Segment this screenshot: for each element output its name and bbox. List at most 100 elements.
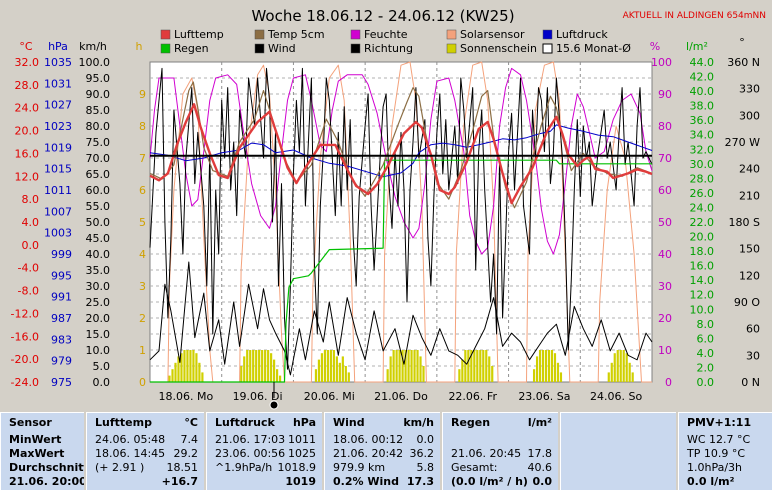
sunshine-bar [344, 366, 347, 382]
x-day-label: 19.06. Di [233, 390, 283, 403]
sunshine-bar [320, 353, 324, 382]
h-axis-tick: 9 [139, 88, 146, 101]
luftdruck-max-time: 23.06. 00:56 [215, 447, 286, 460]
dir-axis-tick: 270 W [725, 136, 760, 149]
x-day-label: 21.06. Do [374, 390, 428, 403]
sunshine-bar [341, 356, 344, 382]
sunshine-bar [258, 350, 261, 382]
dir-axis-tick: 30 [746, 349, 760, 362]
kmh-axis-tick: 45.0 [86, 232, 111, 245]
sunshine-bar [485, 350, 488, 382]
regen-total-label: Gesamt: [451, 461, 498, 474]
lm2-axis-tick: 34.0 [690, 129, 715, 142]
row-label-min: MinWert [9, 433, 62, 446]
lufttemp-max-value: 29.2 [173, 447, 199, 460]
series-richtung [149, 261, 653, 376]
series-temp5cm [149, 81, 653, 209]
kmh-axis-tick: 35.0 [86, 264, 111, 277]
legend-swatch [254, 29, 265, 40]
sunshine-bar [619, 350, 622, 382]
sunshine-bar [413, 350, 416, 382]
hpa-axis-tick: 995 [51, 269, 72, 282]
pmv-pressure-trend: 1.0hPa/3h [687, 461, 743, 474]
kmh-axis-tick: 65.0 [86, 168, 111, 181]
luftdruck-header: Luftdruck [215, 416, 275, 429]
sunshine-bar [535, 356, 539, 382]
regen-header: Regen [451, 416, 491, 429]
sunshine-bar [458, 369, 461, 382]
luftdruck-min-value: 1011 [288, 433, 316, 446]
lm2-axis-tick: 2.0 [697, 361, 715, 374]
hpa-axis-tick: 1023 [44, 120, 72, 133]
sunshine-bar [347, 372, 350, 382]
sunshine-bar [255, 350, 258, 382]
sunshine-bar [461, 359, 464, 382]
x-day-label: 20.06. Mi [304, 390, 355, 403]
dir-axis-tick: 120 [739, 269, 760, 282]
kmh-axis-tick: 75.0 [86, 136, 111, 149]
celsius-axis-tick: 24.0 [15, 102, 40, 115]
luftdruck-trend: ^1.9hPa/h [215, 461, 273, 474]
lm2-axis-tick: 32.0 [690, 143, 715, 156]
pct-axis-tick: 10 [658, 344, 672, 357]
sunshine-bar [249, 350, 252, 382]
regen-rate: (0.0 l/m² / h) [451, 475, 528, 488]
sunshine-bar [556, 362, 560, 382]
sunshine-bar [314, 369, 318, 382]
pct-axis-tick: 50 [658, 216, 672, 229]
sunshine-bar [189, 350, 192, 382]
row-label-current: 21.06. 20:00 [9, 475, 84, 488]
wind-max-value: 36.2 [409, 447, 435, 460]
dir-axis-tick: 90 O [734, 296, 760, 309]
celsius-axis-tick: -16.0 [11, 330, 39, 343]
row-label-max: MaxWert [9, 447, 65, 460]
h-axis-label: h [136, 40, 143, 53]
legend-swatch [542, 43, 553, 54]
sunshine-bar [622, 350, 625, 382]
sunshine-bar [613, 353, 616, 382]
celsius-axis-tick: 4.0 [22, 216, 40, 229]
sunshine-bar [323, 350, 326, 382]
series-luftdruck [149, 124, 653, 178]
sunshine-bar [631, 372, 634, 382]
kmh-axis-tick: 25.0 [86, 296, 111, 309]
sunshine-bar [541, 350, 545, 382]
celsius-axis-tick: 16.0 [15, 147, 40, 160]
celsius-axis-label: °C [19, 40, 33, 53]
kmh-axis-tick: 50.0 [86, 216, 111, 229]
legend-label: Solarsensor [460, 28, 525, 41]
kmh-axis-tick: 15.0 [86, 328, 111, 341]
dir-axis-tick: 240 [739, 163, 760, 176]
pct-axis-label: % [650, 40, 660, 53]
lm2-axis-tick: 24.0 [690, 201, 715, 214]
sunshine-bar [559, 372, 563, 382]
kmh-axis-tick: 70.0 [86, 152, 111, 165]
sensor-column: Sensor MinWert MaxWert Durchschnitt 21.0… [0, 412, 84, 490]
legend-swatch [254, 43, 265, 54]
dir-axis-tick: 300 [739, 109, 760, 122]
wind-header: Wind [333, 416, 365, 429]
sunshine-bar [404, 350, 407, 382]
sunshine-bar [326, 350, 329, 382]
lufttemp-max-time: 18.06. 14:45 [95, 447, 166, 460]
wind-min-time: 18.06. 00:12 [333, 433, 404, 446]
legend-label: 15.6 Monat-Ø [556, 42, 631, 55]
hpa-axis-tick: 1003 [44, 227, 72, 240]
lm2-axis-tick: 8.0 [697, 318, 715, 331]
legend-label: Richtung [364, 42, 413, 55]
hpa-axis-tick: 983 [51, 333, 72, 346]
legend-swatch [446, 29, 457, 40]
h-axis-tick: 4 [139, 248, 146, 261]
series-lufttemp [149, 103, 653, 205]
sunshine-bar [186, 350, 189, 382]
sunshine-bar [407, 350, 410, 382]
hpa-axis-tick: 1035 [44, 56, 72, 69]
kmh-axis-tick: 95.0 [86, 72, 111, 85]
celsius-axis-tick: -24.0 [11, 376, 39, 389]
celsius-axis-tick: 20.0 [15, 125, 40, 138]
pct-axis-tick: 80 [658, 120, 672, 133]
wind-current-note: 0.2% Wind [333, 475, 399, 488]
sunshine-bar [174, 362, 177, 382]
kmh-axis-tick: 0.0 [93, 376, 111, 389]
sunshine-bar [201, 372, 204, 382]
